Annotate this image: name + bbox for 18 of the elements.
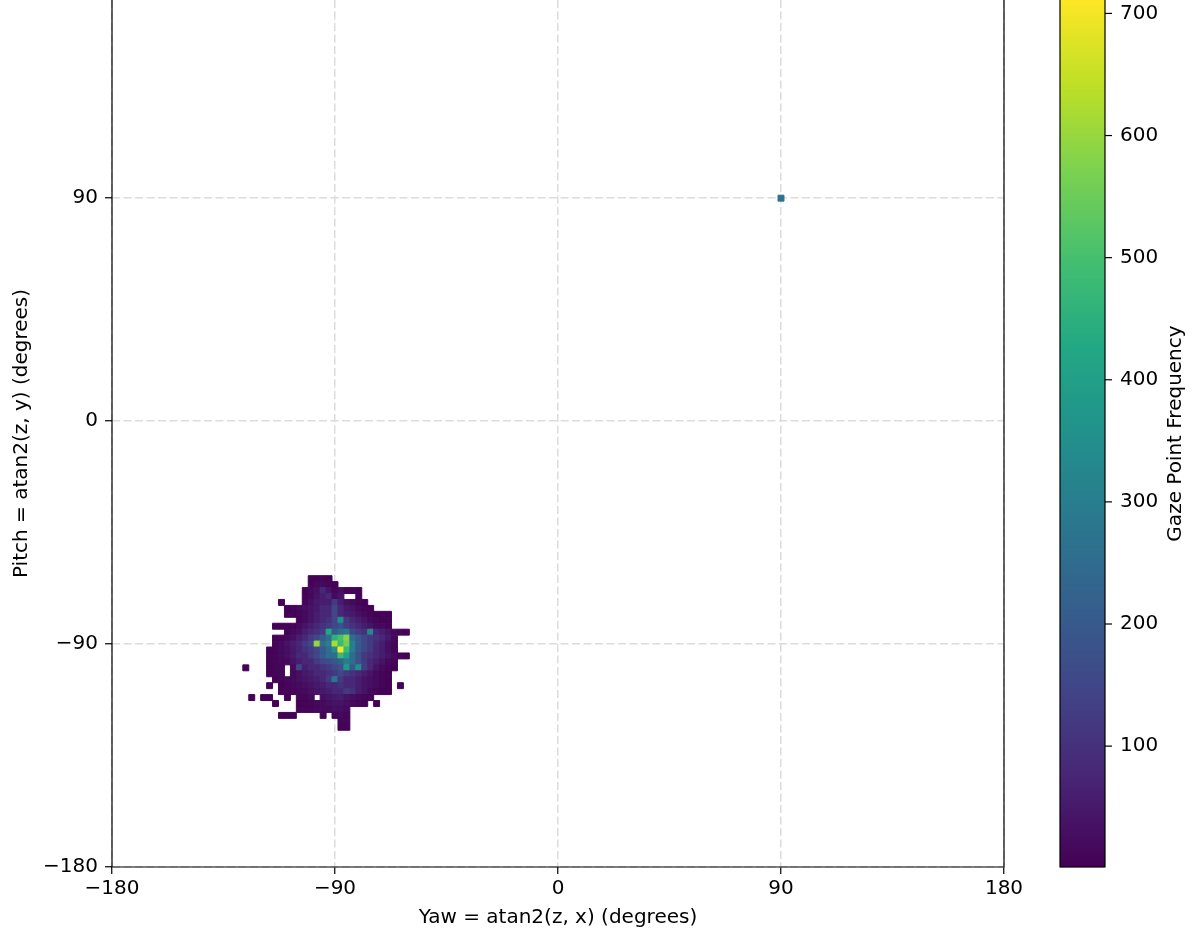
color-bar-label: 500 xyxy=(1120,243,1159,268)
x-tick-label: 0 xyxy=(551,875,565,900)
x-tick-label: 180 xyxy=(984,875,1024,900)
y-tick-label: −180 xyxy=(43,853,98,878)
color-bar-label: 200 xyxy=(1120,610,1159,635)
color-bar-title: Gaze Point Frequency xyxy=(1162,325,1187,542)
color-bar-label: 600 xyxy=(1120,121,1159,146)
y-axis-title: Pitch = atan2(z, y) (degrees) xyxy=(8,288,33,579)
color-bar-label: 400 xyxy=(1120,365,1159,390)
y-tick-label: 0 xyxy=(85,407,98,432)
y-tick-label: −90 xyxy=(55,630,98,655)
color-bar-label: 300 xyxy=(1120,488,1159,513)
x-tick-label: −90 xyxy=(313,875,357,900)
color-bar-label: 700 xyxy=(1120,0,1159,24)
color-bar-label: 100 xyxy=(1120,732,1159,757)
y-tick-label: 90 xyxy=(72,184,98,209)
x-axis-title: Yaw = atan2(z, x) (degrees) xyxy=(417,904,698,929)
x-tick-label: 90 xyxy=(768,875,794,900)
